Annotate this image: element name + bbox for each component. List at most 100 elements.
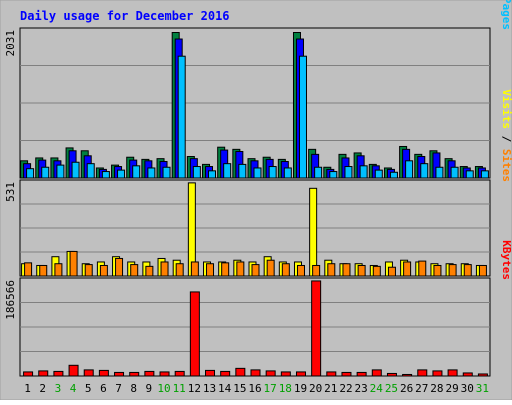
bar-pages-day-27 [420,163,429,179]
day-label-10: 10 [157,382,170,395]
bar-pages-day-18 [283,167,292,179]
bar-sites-day-7 [115,257,124,277]
bar-kbytes-day-1 [23,371,34,377]
bar-pages-day-12 [192,166,201,179]
bar-pages-day-1 [26,168,35,179]
side-label-pages: Pages [500,0,512,30]
bar-pages-day-26 [405,160,414,179]
day-label-9: 9 [146,382,153,395]
bar-pages-day-2 [41,166,50,179]
panel-top-side-label: Hits / Files / Pages [500,0,512,30]
bar-pages-day-13 [208,170,217,179]
bar-kbytes-day-11 [174,370,185,377]
bar-sites-day-8 [130,264,139,277]
side-label-visits: Visits [500,89,512,129]
bar-sites-day-3 [54,263,63,277]
bar-sites-day-19 [296,264,305,277]
bar-sites-day-5 [84,264,93,277]
bar-pages-day-9 [147,167,156,179]
day-label-13: 13 [203,382,216,395]
day-label-5: 5 [85,382,92,395]
bar-kbytes-day-23 [356,371,367,377]
bar-pages-day-20 [314,166,323,179]
panel-middle-side-label: Visits / Sites [500,89,512,182]
day-label-4: 4 [70,382,77,395]
day-label-22: 22 [339,382,352,395]
bar-sites-day-9 [145,265,154,277]
bar-kbytes-day-29 [447,369,458,377]
bar-kbytes-day-15 [235,367,246,377]
bar-pages-day-28 [435,166,444,179]
day-label-25: 25 [385,382,398,395]
panel-middle: 531 Visits / Sites [4,89,512,277]
day-label-12: 12 [188,382,201,395]
bar-sites-day-21 [327,263,336,277]
day-label-6: 6 [100,382,107,395]
bar-kbytes-day-31 [477,373,488,377]
day-label-26: 26 [400,382,413,395]
bar-kbytes-day-27 [417,369,428,377]
side-label-separator: / [500,129,512,149]
bar-sites-day-16 [251,264,260,277]
bar-pages-day-17 [268,166,277,179]
bar-kbytes-day-24 [371,369,382,377]
bar-kbytes-day-21 [326,371,337,377]
bar-sites-day-11 [175,263,184,277]
bar-sites-day-13 [206,263,215,277]
bar-pages-day-11 [177,55,186,179]
bar-pages-day-14 [223,163,232,179]
day-label-14: 14 [218,382,232,395]
bar-sites-day-20 [312,264,321,277]
bar-sites-day-23 [357,264,366,277]
bar-pages-day-4 [71,161,80,179]
bar-pages-day-29 [450,166,459,179]
day-label-29: 29 [445,382,458,395]
chart-title: Daily usage for December 2016 [20,9,230,23]
day-label-16: 16 [248,382,261,395]
panel-middle-max-label: 531 [4,182,17,202]
day-label-7: 7 [115,382,122,395]
day-label-8: 8 [130,382,137,395]
day-label-1: 1 [24,382,31,395]
bar-kbytes-day-6 [98,369,109,377]
bar-pages-day-3 [56,164,65,179]
day-label-21: 21 [324,382,337,395]
day-label-31: 31 [476,382,489,395]
bar-sites-day-24 [372,265,381,277]
x-axis-day-labels: 1 2 3 4 5 6 7 8 9 10 11 12 13 14 15 16 17 18 19 20 21 22 23 24 2… [24,382,489,395]
bar-pages-day-24 [374,169,383,179]
day-label-3: 3 [55,382,62,395]
bar-pages-day-16 [253,167,262,179]
bar-kbytes-day-26 [402,373,413,377]
day-label-19: 19 [294,382,307,395]
bar-kbytes-day-16 [250,369,261,377]
panel-top: 2031 Hits / Files / Pages [4,0,512,179]
day-label-2: 2 [39,382,46,395]
day-label-23: 23 [355,382,368,395]
bar-sites-day-22 [342,263,351,277]
bar-kbytes-day-30 [462,372,473,377]
day-label-30: 30 [461,382,474,395]
bar-kbytes-day-7 [114,371,125,377]
bar-sites-day-4 [69,250,78,277]
bar-sites-day-27 [418,260,427,277]
side-label-sites: Sites [500,149,512,182]
panel-top-max-label: 2031 [4,30,17,57]
bar-sites-day-29 [448,264,457,277]
bar-sites-day-10 [160,261,169,277]
panel-bottom: 186566 KBytes [4,240,512,377]
bar-pages-day-15 [238,163,247,179]
bar-visits-day-20 [309,187,318,277]
bar-pages-day-5 [86,163,95,179]
bar-kbytes-day-4 [68,364,79,377]
day-label-11: 11 [173,382,186,395]
bar-pages-day-8 [132,165,141,179]
bar-kbytes-day-28 [432,370,443,377]
bar-kbytes-day-20 [311,280,322,377]
bar-kbytes-day-14 [220,370,231,377]
bar-pages-day-30 [465,170,474,179]
bar-pages-day-21 [329,171,338,179]
bar-sites-day-1 [24,262,33,277]
